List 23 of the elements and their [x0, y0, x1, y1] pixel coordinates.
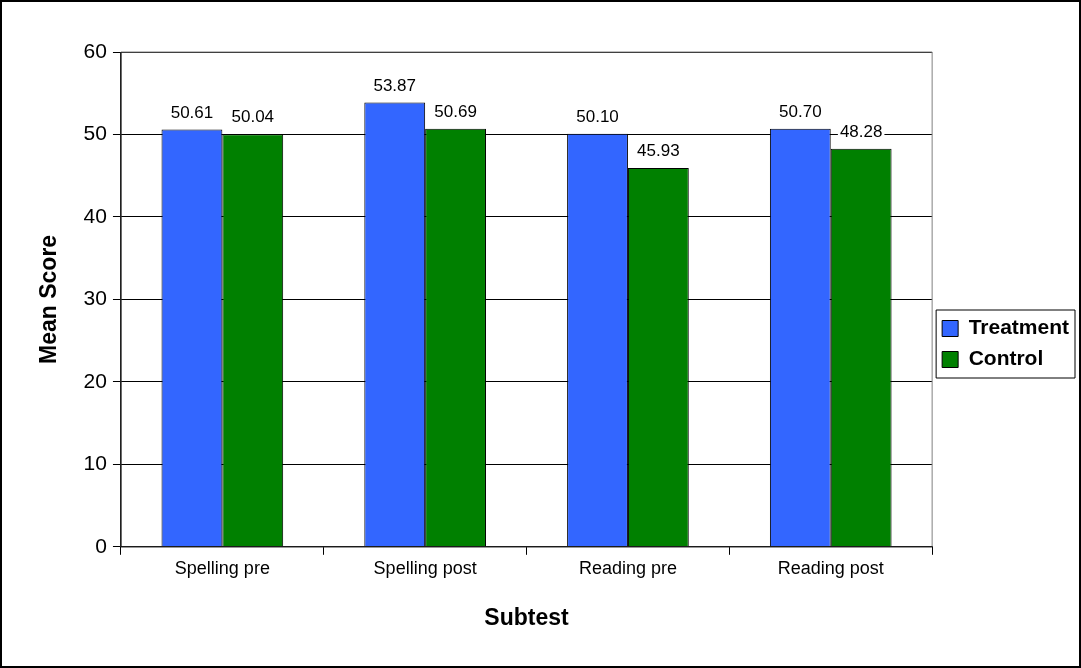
y-tick-label: 20 [83, 368, 107, 392]
y-tick-label: 30 [83, 286, 107, 310]
x-tick-label: Reading pre [578, 557, 677, 578]
y-tick-label: 10 [83, 451, 107, 475]
data-label: 53.87 [373, 75, 416, 95]
y-tick-label: 60 [83, 38, 107, 62]
x-tick-label: Spelling pre [174, 557, 270, 578]
y-tick-label: 40 [83, 203, 107, 227]
y-tick-label: 50 [83, 121, 107, 145]
x-tick-label: Spelling post [373, 557, 477, 578]
x-tick-label: Reading post [777, 557, 884, 578]
legend-label: Control [968, 346, 1044, 370]
data-label: 48.28 [839, 121, 883, 141]
data-label: 50.61 [170, 102, 214, 122]
y-axis-title: Mean Score [35, 234, 62, 364]
data-label: 50.69 [434, 101, 477, 121]
x-axis-title: Subtest [484, 603, 570, 630]
legend-label: Treatment [968, 315, 1070, 339]
data-label: 45.93 [637, 141, 680, 161]
data-label: 50.10 [576, 106, 619, 126]
data-label: 50.70 [779, 101, 822, 121]
data-label: 50.04 [231, 107, 275, 127]
y-tick-label: 0 [95, 533, 107, 557]
